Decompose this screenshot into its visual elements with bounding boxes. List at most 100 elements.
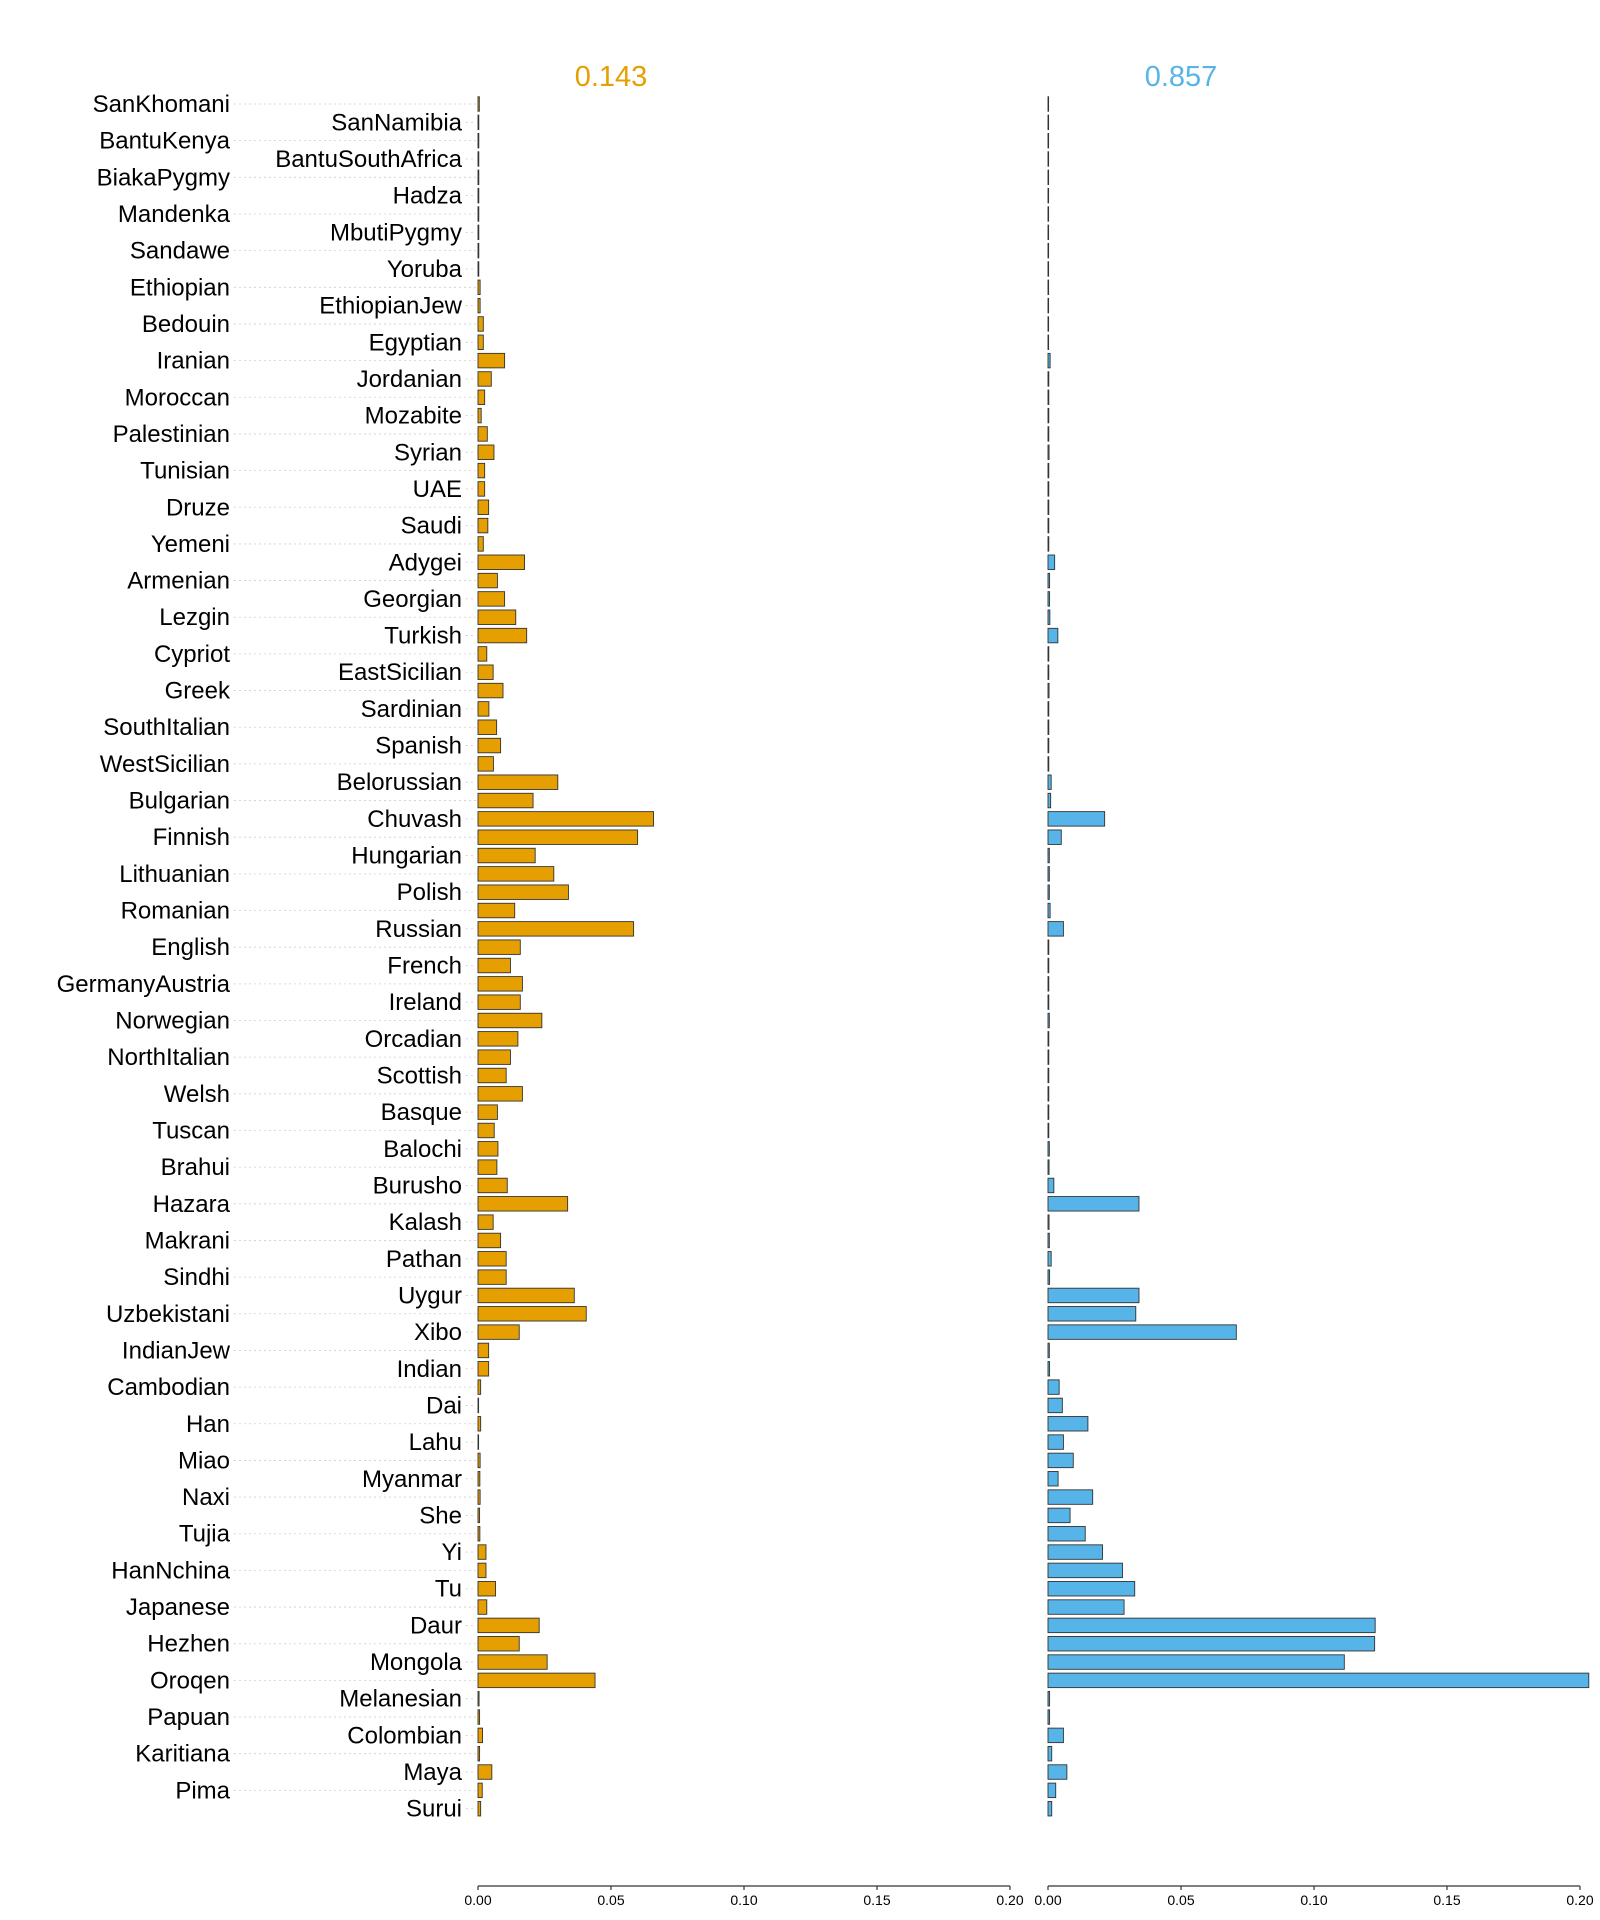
category-label-yi: Yi bbox=[442, 1539, 462, 1566]
bar-2-yemeni bbox=[1047, 536, 1050, 552]
bar-2-han bbox=[1047, 1416, 1089, 1432]
bar-2-polish bbox=[1047, 884, 1050, 900]
category-label-basque: Basque bbox=[381, 1099, 462, 1126]
bar-2-ethiopianjew bbox=[1047, 297, 1050, 314]
bar-1-hungarian bbox=[477, 847, 536, 864]
category-label-karitiana: Karitiana bbox=[135, 1741, 230, 1768]
bar-2-colombian bbox=[1047, 1727, 1064, 1744]
category-label-lezgin: Lezgin bbox=[159, 604, 230, 631]
bar-2-yi bbox=[1047, 1544, 1103, 1560]
bar-1-eastsicilian bbox=[477, 664, 494, 680]
bar-2-daur bbox=[1047, 1617, 1376, 1634]
category-label-pima: Pima bbox=[175, 1777, 230, 1804]
bar-1-uae bbox=[477, 481, 486, 497]
bar-1-norwegian bbox=[477, 1012, 543, 1029]
category-label-sandawe: Sandawe bbox=[130, 238, 230, 265]
category-label-sindhi: Sindhi bbox=[163, 1264, 230, 1291]
category-label-uygur: Uygur bbox=[398, 1282, 462, 1309]
bar-2-karitiana bbox=[1047, 1745, 1053, 1762]
category-label-hannchina: HanNchina bbox=[111, 1557, 230, 1584]
x-tick-label: 0.20 bbox=[996, 1892, 1023, 1908]
bar-1-balochi bbox=[477, 1141, 499, 1157]
bar-1-bedouin bbox=[477, 316, 484, 332]
bar-1-romanian bbox=[477, 902, 516, 919]
category-label-japanese: Japanese bbox=[126, 1594, 230, 1621]
category-label-mbutipygmy: MbutiPygmy bbox=[330, 219, 462, 246]
bar-1-colombian bbox=[477, 1727, 483, 1744]
category-label-westsicilian: WestSicilian bbox=[100, 751, 230, 778]
bar-1-scottish bbox=[477, 1067, 507, 1084]
bar-2-burusho bbox=[1047, 1177, 1055, 1194]
bar-1-indian bbox=[477, 1361, 490, 1377]
category-label-egyptian: Egyptian bbox=[369, 329, 462, 356]
category-label-tuscan: Tuscan bbox=[152, 1117, 230, 1144]
bar-1-bulgarian bbox=[477, 792, 534, 809]
bar-1-myanmar bbox=[477, 1471, 481, 1487]
category-label-ethiopian: Ethiopian bbox=[130, 274, 230, 301]
bar-2-french bbox=[1047, 957, 1050, 974]
category-label-oroqen: Oroqen bbox=[150, 1667, 230, 1694]
category-label-bulgarian: Bulgarian bbox=[129, 788, 230, 815]
category-label-eastsicilian: EastSicilian bbox=[338, 659, 462, 686]
category-label-biakapygmy: BiakaPygmy bbox=[97, 164, 230, 191]
bar-2-papuan bbox=[1047, 1709, 1051, 1725]
category-label-lithuanian: Lithuanian bbox=[119, 861, 230, 888]
bar-2-palestinian bbox=[1047, 426, 1050, 442]
bar-2-sankhomani bbox=[1047, 96, 1050, 112]
bar-1-georgian bbox=[477, 591, 506, 607]
bar-2-yoruba bbox=[1047, 261, 1050, 277]
bar-1-spanish bbox=[477, 737, 502, 754]
bar-1-french bbox=[477, 957, 511, 974]
bar-1-indianjew bbox=[477, 1342, 490, 1359]
category-label-daur: Daur bbox=[410, 1612, 462, 1639]
category-label-english: English bbox=[151, 934, 230, 961]
category-label-adygei: Adygei bbox=[389, 549, 462, 576]
bar-1-ethiopianjew bbox=[477, 297, 481, 314]
bar-1-iranian bbox=[477, 352, 506, 369]
bar-2-egyptian bbox=[1047, 334, 1050, 350]
bar-1-mbutipygmy bbox=[477, 224, 480, 241]
bar-2-germanyaustria bbox=[1047, 976, 1050, 992]
bar-1-syrian bbox=[477, 444, 495, 460]
bar-1-orcadian bbox=[477, 1031, 519, 1047]
category-label-colombian: Colombian bbox=[347, 1722, 462, 1749]
bar-2-melanesian bbox=[1047, 1691, 1051, 1707]
bar-1-welsh bbox=[477, 1086, 523, 1102]
category-label-finnish: Finnish bbox=[153, 824, 230, 851]
bar-1-finnish bbox=[477, 829, 639, 845]
bar-1-sankhomani bbox=[477, 96, 480, 112]
category-label-palestinian: Palestinian bbox=[113, 421, 230, 448]
bar-1-miao bbox=[477, 1452, 481, 1469]
category-label-makrani: Makrani bbox=[145, 1227, 230, 1254]
category-label-mongola: Mongola bbox=[370, 1649, 463, 1676]
x-tick-label: 0.05 bbox=[597, 1892, 624, 1908]
bar-2-indian bbox=[1047, 1361, 1051, 1377]
bar-2-bantusouthafrica bbox=[1047, 151, 1050, 167]
panel-title-2: 0.857 bbox=[1145, 61, 1218, 93]
bar-2-ireland bbox=[1047, 994, 1050, 1010]
category-label-mandenka: Mandenka bbox=[118, 201, 231, 228]
bar-2-finnish bbox=[1047, 829, 1062, 845]
category-label-sannamibia: SanNamibia bbox=[331, 109, 462, 136]
bar-2-makrani bbox=[1047, 1232, 1050, 1249]
category-label-bantukenya: BantuKenya bbox=[99, 128, 230, 155]
category-label-belorussian: Belorussian bbox=[337, 769, 462, 796]
bar-2-bedouin bbox=[1047, 316, 1050, 332]
bar-2-eastsicilian bbox=[1047, 664, 1050, 680]
category-label-ethiopianjew: EthiopianJew bbox=[319, 293, 462, 320]
bar-1-surui bbox=[477, 1800, 482, 1817]
bar-2-saudi bbox=[1047, 517, 1050, 534]
bar-1-hadza bbox=[477, 187, 480, 204]
bar-2-miao bbox=[1047, 1452, 1074, 1469]
bar-1-saudi bbox=[477, 517, 489, 534]
bar-1-chuvash bbox=[477, 811, 655, 827]
bar-2-maya bbox=[1047, 1764, 1068, 1780]
bar-2-adygei bbox=[1047, 554, 1056, 570]
panel-title-1: 0.143 bbox=[575, 61, 648, 93]
bar-2-bantukenya bbox=[1047, 132, 1050, 149]
category-label-orcadian: Orcadian bbox=[365, 1026, 462, 1053]
category-label-georgian: Georgian bbox=[363, 586, 462, 613]
x-tick-label: 0.00 bbox=[1034, 1892, 1061, 1908]
bar-1-armenian bbox=[477, 572, 498, 589]
bar-2-xibo bbox=[1047, 1324, 1237, 1340]
